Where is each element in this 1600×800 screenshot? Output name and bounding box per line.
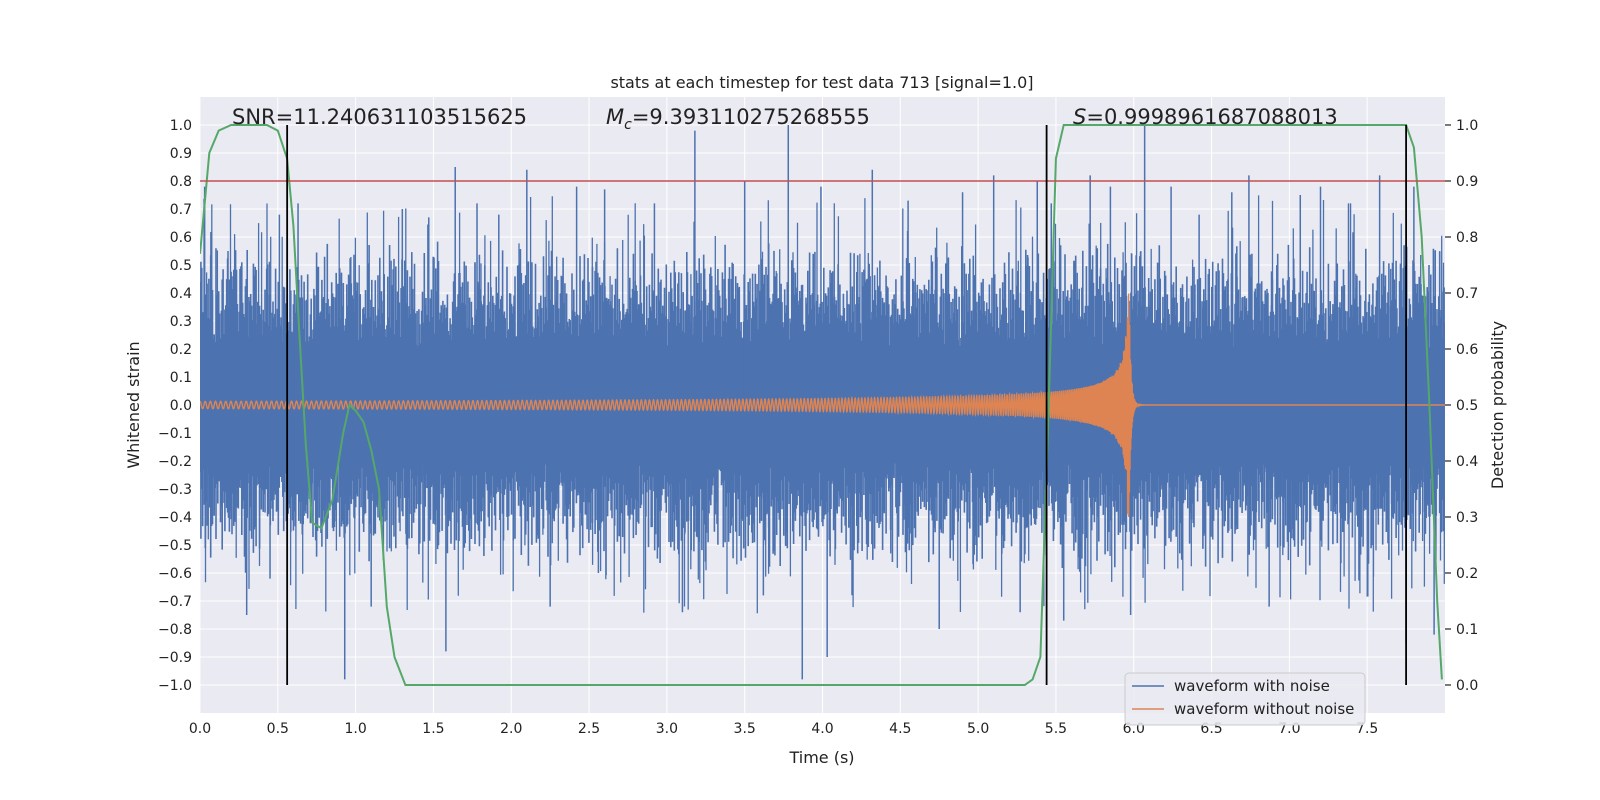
x-tick-label: 3.5 bbox=[734, 721, 756, 737]
x-tick-label: 5.0 bbox=[967, 721, 989, 737]
x-tick-label: 0.5 bbox=[267, 721, 289, 737]
y-tick-label: −0.8 bbox=[158, 622, 192, 638]
y-tick-label: −0.4 bbox=[158, 510, 192, 526]
y2-tick-label: 0.2 bbox=[1456, 566, 1478, 582]
y2-tick-label: 0.8 bbox=[1456, 230, 1478, 246]
y-tick-label: −1.0 bbox=[158, 678, 192, 694]
y-tick-label: −0.1 bbox=[158, 426, 192, 442]
y2-tick-label: 0.5 bbox=[1456, 398, 1478, 414]
y-tick-label: 0.3 bbox=[170, 314, 192, 330]
y2-tick-label: 0.3 bbox=[1456, 510, 1478, 526]
y2-tick-label: 0.9 bbox=[1456, 174, 1478, 190]
chirp-mass-subscript: c bbox=[624, 117, 632, 133]
chart-title: stats at each timestep for test data 713… bbox=[610, 73, 1033, 92]
snr-annotation: SNR=11.240631103515625 bbox=[232, 105, 527, 129]
y-tick-label: 0.6 bbox=[170, 230, 192, 246]
y-ticks: 1.0 0.9 0.8 0.7 0.6 0.5 0.4 0.3 0.2 0.1 0.0 −0.1 −0.… bbox=[158, 118, 192, 694]
x-tick-label: 0.0 bbox=[189, 721, 211, 737]
x-tick-label: 5.5 bbox=[1045, 721, 1067, 737]
x-axis-label: Time (s) bbox=[788, 748, 854, 767]
series-detection-probability bbox=[200, 124, 1443, 686]
x-tick-label: 2.5 bbox=[578, 721, 600, 737]
x-ticks: 0.0 0.5 1.0 1.5 2.0 2.5 3.0 3.5 4.0 4.5 5.0 5.5 6.0 6… bbox=[189, 721, 1378, 737]
y-tick-label: 0.4 bbox=[170, 286, 192, 302]
y-tick-label: 0.7 bbox=[170, 202, 192, 218]
y2-tick-label: 0.1 bbox=[1456, 622, 1478, 638]
y2-ticks: 1.0 0.9 0.8 0.7 0.6 0.5 0.4 0.3 0.2 0.1 0.0 bbox=[1445, 118, 1478, 694]
y-tick-label: −0.7 bbox=[158, 594, 192, 610]
score-value: =0.9998961687088013 bbox=[1086, 105, 1337, 129]
x-tick-label: 4.0 bbox=[811, 721, 833, 737]
y2-tick-label: 1.0 bbox=[1456, 118, 1478, 134]
y-axis-label: Whitened strain bbox=[124, 341, 143, 468]
y-tick-label: 1.0 bbox=[170, 118, 192, 134]
x-tick-label: 3.0 bbox=[656, 721, 678, 737]
x-tick-label: 1.0 bbox=[344, 721, 366, 737]
series-waveform-without-noise bbox=[200, 293, 1445, 518]
y2-axis-label: Detection probability bbox=[1488, 321, 1507, 489]
legend-box bbox=[1124, 672, 1366, 726]
x-tick-label: 4.5 bbox=[889, 721, 911, 737]
y-tick-label: 0.5 bbox=[170, 258, 192, 274]
chirp-mass-symbol: M bbox=[606, 105, 624, 129]
legend: waveform with noise waveform without noi… bbox=[1124, 672, 1366, 726]
score-symbol: S bbox=[1073, 105, 1086, 129]
y-tick-label: −0.5 bbox=[158, 538, 192, 554]
clean-waveform-trace bbox=[200, 293, 1445, 518]
y-tick-label: 0.0 bbox=[170, 398, 192, 414]
y2-tick-label: 0.6 bbox=[1456, 342, 1478, 358]
y-tick-label: −0.3 bbox=[158, 482, 192, 498]
detection-probability-line bbox=[200, 124, 1443, 686]
x-tick-label: 1.5 bbox=[422, 721, 444, 737]
x-tick-label: 2.0 bbox=[500, 721, 522, 737]
y-tick-label: 0.1 bbox=[170, 370, 192, 386]
legend-label-clean: waveform without noise bbox=[1174, 700, 1354, 718]
y-tick-label: 0.8 bbox=[170, 174, 192, 190]
y2-tick-label: 0.0 bbox=[1456, 678, 1478, 694]
chirp-mass-value: =9.393110275268555 bbox=[632, 105, 870, 129]
legend-label-noise: waveform with noise bbox=[1174, 677, 1330, 695]
y-tick-label: −0.6 bbox=[158, 566, 192, 582]
y2-tick-label: 0.7 bbox=[1456, 286, 1478, 302]
series-layer bbox=[200, 124, 1445, 686]
y-tick-label: 0.2 bbox=[170, 342, 192, 358]
y-tick-label: 0.9 bbox=[170, 146, 192, 162]
y-tick-label: −0.2 bbox=[158, 454, 192, 470]
y-tick-label: −0.9 bbox=[158, 650, 192, 666]
vertical-markers bbox=[286, 125, 1407, 685]
score-annotation: S=0.9998961687088013 bbox=[1073, 105, 1338, 129]
chirp-mass-annotation: Mc=9.393110275268555 bbox=[606, 105, 870, 133]
y2-tick-label: 0.4 bbox=[1456, 454, 1478, 470]
